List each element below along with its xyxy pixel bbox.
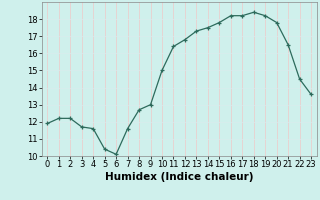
X-axis label: Humidex (Indice chaleur): Humidex (Indice chaleur) <box>105 172 253 182</box>
